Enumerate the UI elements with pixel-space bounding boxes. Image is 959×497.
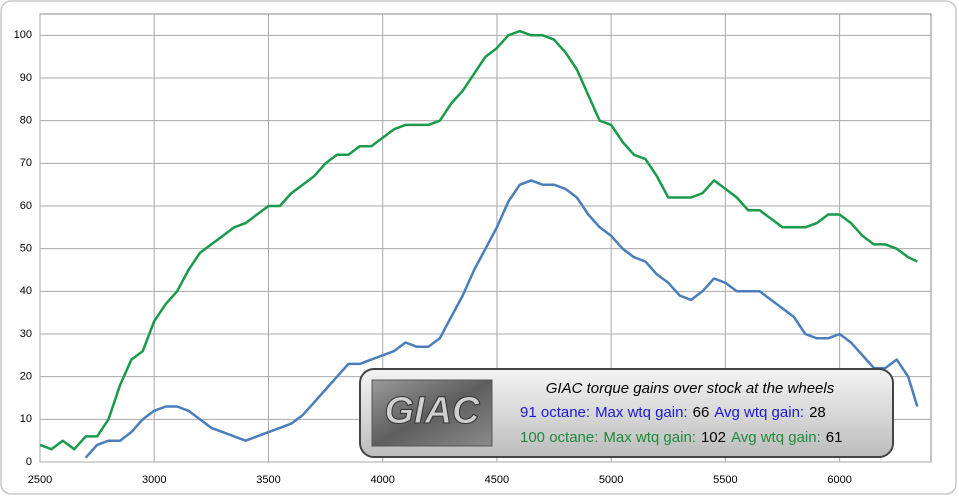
logo [371, 379, 493, 447]
logo-text: GIAC [385, 390, 481, 432]
y-tick-label: 70 [20, 157, 32, 169]
legend-max-label: Max wtq gain: [603, 429, 696, 446]
legend-max: 102 [701, 429, 726, 446]
legend-avg-label: Avg wtq gain: [731, 429, 821, 446]
y-tick-label: 0 [26, 456, 32, 468]
y-tick-label: 60 [20, 200, 32, 212]
x-tick-label: 3000 [142, 474, 166, 486]
legend-max-label: Max wtq gain: [595, 404, 688, 421]
legend-max: 66 [693, 404, 710, 421]
x-tick-label: 4500 [485, 474, 509, 486]
legend-avg: 61 [826, 429, 843, 446]
y-tick-label: 100 [14, 29, 32, 41]
legend-avg: 28 [809, 404, 826, 421]
y-tick-label: 20 [20, 371, 32, 383]
legend-avg-label: Avg wtq gain: [714, 404, 804, 421]
x-tick-label: 5500 [713, 474, 737, 486]
x-tick-label: 5000 [599, 474, 623, 486]
legend-title: GIAC torque gains over stock at the whee… [546, 380, 835, 397]
y-tick-label: 90 [20, 72, 32, 84]
legend: GIAC GIAC torque gains over stock at the… [359, 368, 894, 458]
y-tick-label: 40 [20, 285, 32, 297]
series-line [39, 29, 918, 451]
x-tick-label: 2500 [28, 474, 52, 486]
x-tick-label: 6000 [827, 474, 851, 486]
series-line [84, 179, 919, 459]
legend-label: 91 octane: [520, 404, 590, 421]
legend-label: 100 octane: [520, 429, 598, 446]
legend-box [359, 368, 894, 458]
y-tick-label: 50 [20, 243, 32, 255]
y-tick-label: 30 [20, 328, 32, 340]
y-tick-label: 80 [20, 115, 32, 127]
x-tick-label: 4000 [370, 474, 394, 486]
y-tick-label: 10 [20, 413, 32, 425]
x-tick-label: 3500 [256, 474, 280, 486]
